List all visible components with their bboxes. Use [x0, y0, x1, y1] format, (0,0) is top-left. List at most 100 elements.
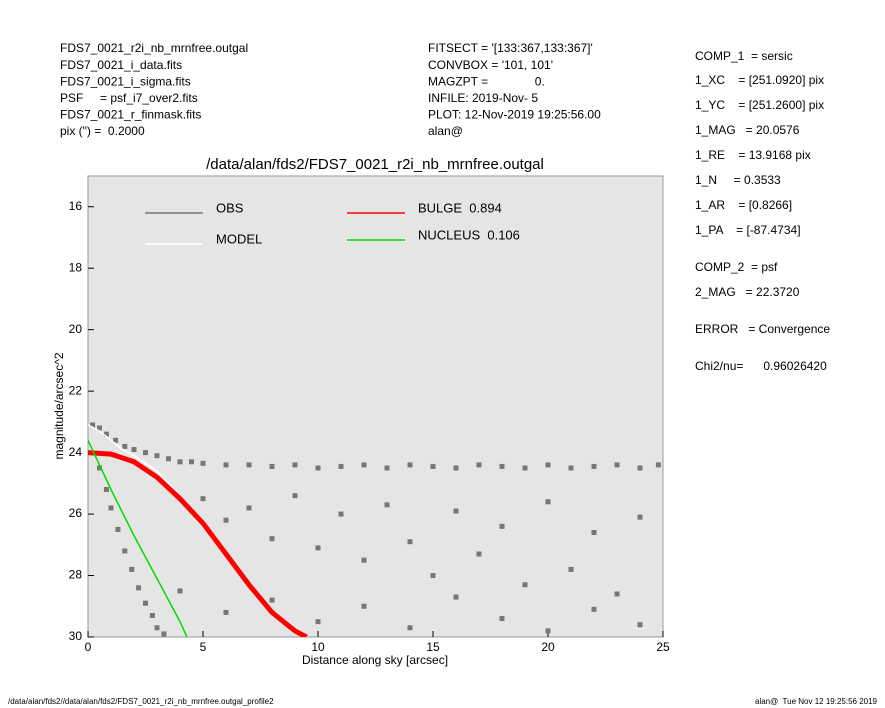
obs-point [103, 431, 109, 437]
obs-point [246, 505, 252, 511]
obs-point [430, 463, 436, 469]
plot-area [88, 422, 661, 637]
fit-parameter: 1_AR = [0.8266] [695, 198, 792, 212]
obs-point [338, 463, 344, 469]
obs-point [115, 526, 121, 532]
header-left-line: FDS7_0021_i_data.fits [60, 58, 182, 72]
header-middle-line: FITSECT = '[133:367,133:367]' [428, 41, 593, 55]
obs-point [269, 536, 275, 542]
obs-point [154, 453, 160, 459]
legend-label: OBS [216, 200, 244, 215]
header-left-line: FDS7_0021_i_sigma.fits [60, 74, 191, 88]
obs-point [269, 463, 275, 469]
obs-point [113, 437, 119, 443]
obs-point [545, 628, 551, 634]
obs-point [637, 622, 643, 628]
fit-parameter: COMP_2 = psf [695, 260, 778, 274]
obs-point [315, 545, 321, 551]
obs-point [361, 462, 367, 468]
obs-point [655, 462, 661, 468]
obs-point [154, 625, 160, 631]
obs-point [338, 511, 344, 517]
plot-background [87, 175, 664, 638]
obs-point [189, 459, 194, 465]
obs-point [122, 548, 128, 554]
obs-point [177, 459, 183, 465]
header-left-line: FDS7_0021_r_finmask.fits [60, 108, 201, 122]
obs-point [453, 594, 459, 600]
y-tick-label: 16 [69, 199, 83, 213]
x-tick-label: 0 [85, 640, 92, 654]
header-middle-line: MAGZPT = 0. [428, 74, 545, 88]
chart-title: /data/alan/fds2/FDS7_0021_r2i_nb_mrnfree… [206, 156, 544, 173]
obs-point [200, 496, 206, 502]
obs-point [292, 493, 298, 499]
model-line [88, 439, 188, 637]
obs-point [223, 462, 229, 468]
obs-point [499, 616, 505, 622]
obs-point [407, 539, 413, 545]
fit-parameter: ERROR = Convergence [695, 322, 830, 336]
obs-point [476, 462, 482, 468]
obs-point [177, 588, 183, 594]
obs-point [591, 606, 597, 612]
obs-point [108, 505, 114, 511]
fit-parameter: 2_MAG = 22.3720 [695, 285, 800, 299]
y-tick-label: 28 [69, 568, 83, 582]
obs-point [361, 603, 367, 609]
obs-point [384, 465, 390, 471]
obs-point [384, 502, 390, 508]
header-middle-line: alan@ [428, 124, 463, 138]
obs-point [407, 462, 413, 468]
y-tick-label: 20 [69, 322, 83, 336]
obs-point [97, 465, 102, 471]
fit-parameter: COMP_1 = sersic [695, 49, 793, 63]
obs-point [499, 463, 505, 469]
obs-point [246, 462, 252, 468]
obs-point [614, 591, 620, 597]
obs-point [637, 514, 643, 520]
obs-point [166, 456, 171, 462]
obs-point [407, 625, 413, 631]
obs-point [143, 450, 148, 456]
obs-point [453, 465, 459, 471]
obs-point [131, 447, 137, 453]
obs-point [614, 462, 620, 468]
legend-label: MODEL [216, 231, 262, 246]
obs-point [292, 462, 298, 468]
y-tick-label: 18 [69, 260, 83, 274]
fit-parameter: 1_RE = 13.9168 pix [695, 148, 811, 162]
obs-point [568, 566, 574, 572]
obs-point [361, 557, 367, 563]
model-line [88, 450, 308, 637]
obs-point [161, 631, 167, 637]
obs-point [315, 619, 321, 625]
x-axis-label: Distance along sky [arcsec] [302, 653, 448, 667]
y-tick-label: 22 [69, 383, 83, 397]
fit-parameter: 1_XC = [251.0920] pix [695, 73, 824, 87]
obs-point [591, 530, 597, 536]
obs-point [129, 566, 135, 572]
y-axis-label: magnitude/arcsec^2 [52, 352, 66, 459]
header-left-line: PSF = psf_i7_over2.fits [60, 91, 198, 105]
fit-parameter: 1_YC = [251.2600] pix [695, 98, 824, 112]
x-tick-label: 25 [656, 640, 670, 654]
obs-point [522, 582, 528, 588]
fit-parameter: 1_N = 0.3533 [695, 173, 781, 187]
obs-point [453, 508, 459, 514]
obs-point [499, 523, 505, 529]
y-tick-label: 24 [69, 445, 83, 459]
header-middle-line: CONVBOX = '101, 101' [428, 58, 553, 72]
obs-point [545, 462, 551, 468]
header-middle-line: PLOT: 12-Nov-2019 19:25:56.00 [428, 108, 601, 122]
fit-parameter: Chi2/nu= 0.96026420 [695, 359, 827, 373]
obs-point [269, 597, 275, 603]
obs-point [522, 465, 528, 471]
footer-right: alan@ Tue Nov 12 19:25:56 2019 [755, 697, 878, 706]
x-tick-label: 20 [541, 640, 555, 654]
fit-parameter: 1_PA = [-87.4734] [695, 223, 801, 237]
fit-parameter: 1_MAG = 20.0576 [695, 123, 800, 137]
header-middle-line: INFILE: 2019-Nov- 5 [428, 91, 538, 105]
